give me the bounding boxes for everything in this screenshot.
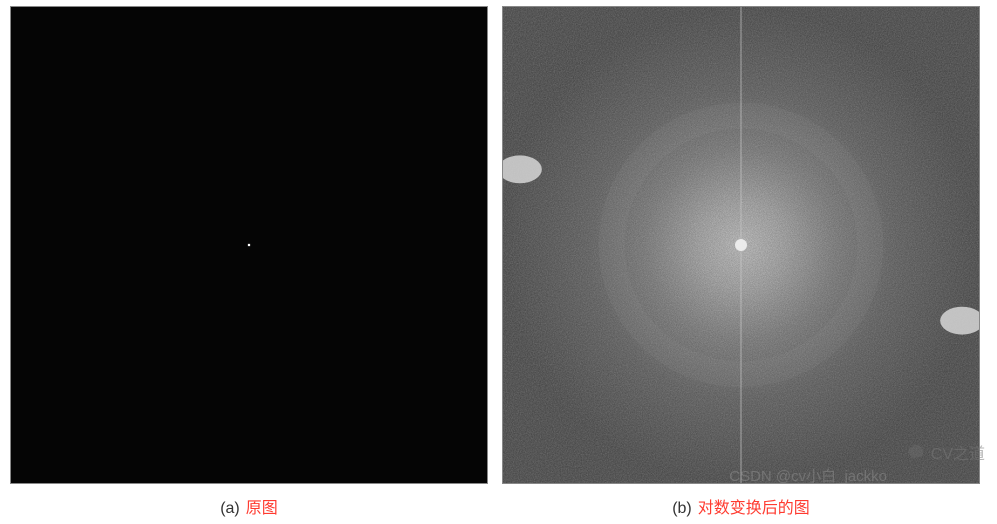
caption-b: (b) 对数变换后的图 — [672, 494, 810, 518]
image-original — [10, 6, 488, 484]
spectrum-svg — [503, 7, 979, 483]
caption-a-tag: (a) — [220, 500, 240, 518]
caption-b-label: 对数变换后的图 — [698, 494, 810, 518]
panel-a: (a) 原图 — [10, 6, 488, 518]
panel-b: (b) 对数变换后的图 — [502, 6, 980, 518]
caption-b-tag: (b) — [672, 500, 692, 518]
caption-a-label: 原图 — [246, 494, 278, 518]
figure-row: (a) 原图 — [0, 0, 997, 518]
center-dot — [248, 244, 250, 246]
image-log-transform — [502, 6, 980, 484]
caption-a: (a) 原图 — [220, 494, 278, 518]
